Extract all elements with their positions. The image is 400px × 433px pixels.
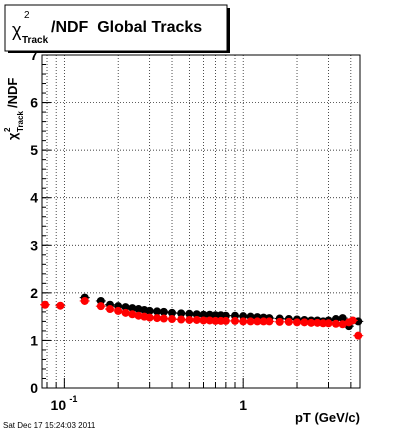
data-point-red [239,317,248,326]
title-box-shadow-bottom [8,51,230,53]
y-axis-label-sup: 2 [3,127,12,132]
data-point-red [324,319,333,328]
x-axis-label: pT (GeV/c) [295,410,360,425]
y-axis-label: χ 2 Track /NDF [3,78,25,140]
data-point-red [185,315,194,324]
data-point-red [354,331,363,340]
data-point-red [300,318,309,327]
data-point-red [153,314,162,323]
data-point-red [128,310,137,319]
data-point-black [199,310,208,319]
data-point-black [153,307,162,316]
date-stamp: Sat Dec 17 15:24:03 2011 [3,421,96,430]
data-point-red [284,317,293,326]
data-point-red [246,317,255,326]
title-text: /NDF Global Tracks [51,19,202,36]
data-point-black [177,309,186,318]
data-point-black [185,309,194,318]
data-point-red [331,319,340,328]
data-point-black [168,308,177,317]
axis-ticks [42,54,352,389]
y-axis-label-chi: χ [5,132,20,140]
data-point-red [253,317,262,326]
data-point-black [338,314,347,323]
data-point-red [275,317,284,326]
data-point-red [313,318,322,327]
data-point-black [159,307,168,316]
data-point-red [348,316,357,325]
y-tick-label: 7 [30,47,38,63]
y-tick-label: 5 [30,142,38,158]
grid-lines [42,55,360,388]
data-point-black [205,310,214,319]
y-tick-labels: 0 1 2 3 4 5 6 7 [30,47,38,396]
data-points [40,293,364,340]
data-point-black [121,303,130,312]
y-tick-label: 3 [30,237,38,253]
data-point-red [168,315,177,324]
plot-frame [41,54,361,389]
y-tick-label: 4 [30,190,38,206]
data-point-red [221,316,230,325]
data-point-red [96,302,105,311]
y-tick-label: 2 [30,285,38,301]
title-chi-symbol: χ [12,20,22,40]
data-point-red [293,318,302,327]
y-tick-label: 0 [30,380,38,396]
x-tick-label: 10 [51,397,67,413]
data-point-red [259,317,268,326]
title-subscript: Track [22,35,49,46]
data-point-black [145,306,154,315]
data-point-red [265,317,274,326]
x-tick-labels: 10 -1 1 [51,394,248,413]
data-point-red [114,306,123,315]
data-point-red [192,315,201,324]
data-point-red [177,315,186,324]
data-point-red [121,308,130,317]
data-point-red [41,300,50,309]
data-point-black [192,310,201,319]
y-axis-label-sub: Track [16,111,25,132]
title-superscript: 2 [24,10,30,21]
data-point-red [159,314,168,323]
x-tick-label-exponent: -1 [69,394,77,404]
y-tick-label: 6 [30,95,38,111]
data-point-black [128,304,137,313]
title-box: χ 2 Track /NDF Global Tracks [4,4,230,53]
data-point-red [199,316,208,325]
data-point-red [145,313,154,322]
title-box-shadow [227,8,230,53]
data-point-red [230,316,239,325]
x-tick-label: 1 [239,397,247,413]
y-axis-label-ndf: /NDF [5,78,20,108]
data-point-red [105,305,114,314]
data-point-red [205,316,214,325]
data-point-red [80,296,89,305]
data-point-red [56,301,65,310]
y-tick-label: 1 [30,332,38,348]
data-point-red [307,318,316,327]
